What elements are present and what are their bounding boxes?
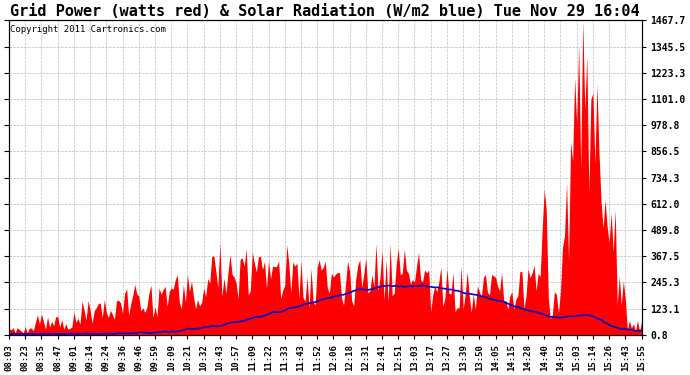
- Title: Grid Power (watts red) & Solar Radiation (W/m2 blue) Tue Nov 29 16:04: Grid Power (watts red) & Solar Radiation…: [10, 4, 640, 19]
- Text: Copyright 2011 Cartronics.com: Copyright 2011 Cartronics.com: [10, 25, 166, 34]
